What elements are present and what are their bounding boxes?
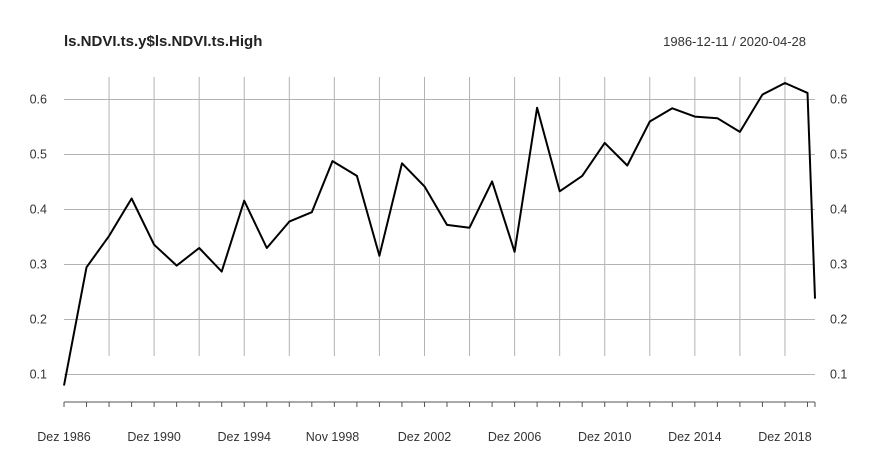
y-tick-label-right: 0.1	[830, 368, 847, 382]
horizontal-gridlines	[64, 99, 815, 375]
x-tick-label: Dez 1994	[217, 430, 271, 444]
x-tick-label: Dez 2010	[578, 430, 632, 444]
date-range-label: 1986-12-11 / 2020-04-28	[663, 34, 806, 49]
y-tick-label-right: 0.5	[830, 148, 847, 162]
x-axis: Dez 1986 Dez 1990 Dez 1994 Nov 1998 Dez 2002…	[37, 401, 816, 444]
y-tick-label-right: 0.6	[830, 93, 847, 107]
y-tick-label-left: 0.6	[30, 93, 47, 107]
x-tick-label: Dez 1986	[37, 430, 91, 444]
x-tick-label: Dez 2018	[758, 430, 812, 444]
chart-title: ls.NDVI.ts.y$ls.NDVI.ts.High	[64, 33, 262, 50]
x-tick-label: Nov 1998	[306, 430, 360, 444]
series-line	[63, 82, 816, 386]
y-tick-label-right: 0.2	[830, 313, 847, 327]
x-tick-label: Dez 2002	[398, 430, 452, 444]
y-tick-label-right: 0.3	[830, 258, 847, 272]
y-tick-label-left: 0.5	[30, 148, 47, 162]
series-group	[63, 82, 816, 386]
y-axis-left: 0.1 0.2 0.3 0.4 0.5 0.6	[30, 93, 47, 382]
vertical-gridlines	[108, 77, 786, 356]
y-tick-label-left: 0.1	[30, 368, 47, 382]
y-tick-label-right: 0.4	[830, 203, 847, 217]
y-tick-label-left: 0.3	[30, 258, 47, 272]
y-tick-label-left: 0.4	[30, 203, 47, 217]
x-tick-label: Dez 1990	[127, 430, 181, 444]
x-tick-label: Dez 2006	[488, 430, 542, 444]
y-axis-right: 0.1 0.2 0.3 0.4 0.5 0.6	[830, 93, 847, 382]
y-tick-label-left: 0.2	[30, 313, 47, 327]
x-tick-label: Dez 2014	[668, 430, 722, 444]
